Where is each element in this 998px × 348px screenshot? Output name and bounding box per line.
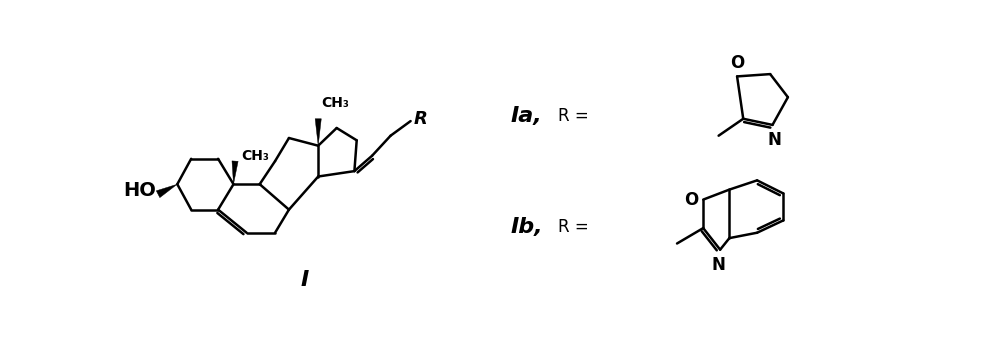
Text: O: O (685, 191, 699, 208)
Text: CH₃: CH₃ (321, 95, 349, 110)
Polygon shape (232, 161, 239, 184)
Text: R =: R = (559, 108, 589, 125)
Text: HO: HO (124, 181, 157, 200)
Text: CH₃: CH₃ (242, 149, 269, 163)
Text: R =: R = (559, 218, 589, 236)
Polygon shape (315, 119, 321, 146)
Text: N: N (767, 131, 781, 149)
Text: Ia,: Ia, (511, 106, 543, 126)
Polygon shape (157, 184, 178, 198)
Text: N: N (712, 256, 726, 274)
Text: Ib,: Ib, (511, 216, 543, 237)
Text: I: I (300, 270, 308, 291)
Text: R: R (414, 110, 427, 128)
Text: O: O (730, 54, 745, 72)
